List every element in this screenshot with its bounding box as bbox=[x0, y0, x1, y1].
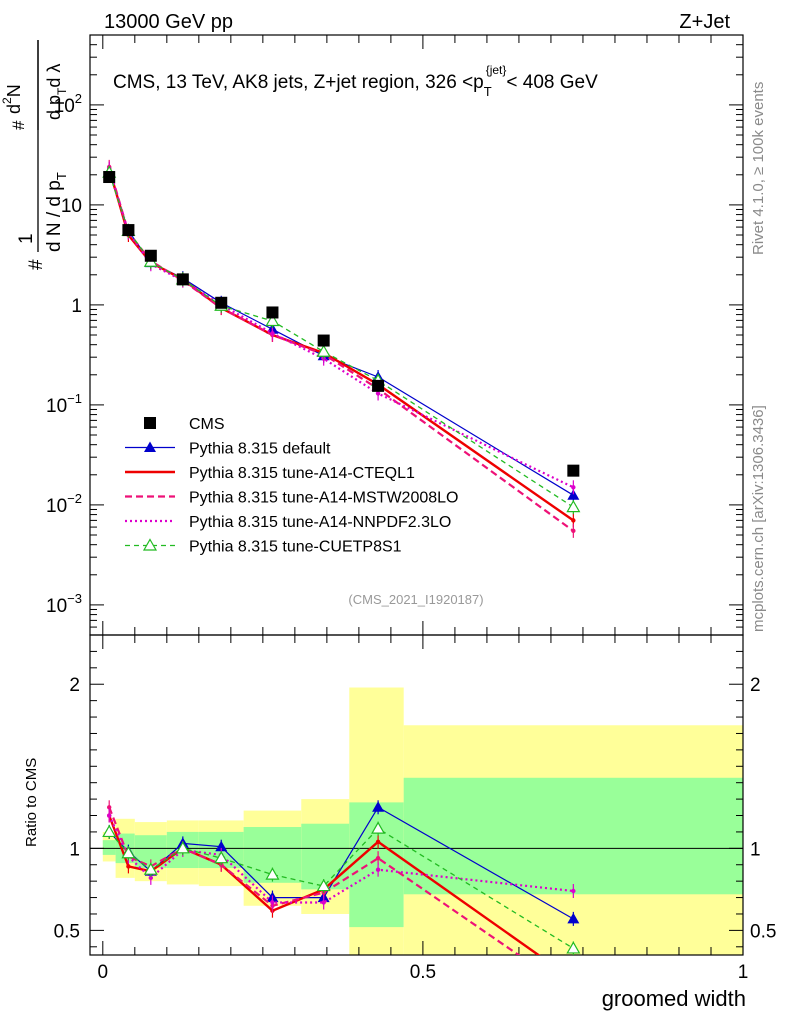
ratio-bands bbox=[102, 687, 743, 955]
legend: CMS Pythia 8.315 default Pythia 8.315 tune… bbox=[125, 416, 458, 556]
band-green bbox=[349, 802, 404, 928]
marker-dot bbox=[107, 805, 112, 810]
x-tick-label: 1 bbox=[738, 962, 749, 983]
plot-border bbox=[89, 34, 744, 636]
marker-dot bbox=[571, 528, 576, 534]
y-tick-label-main: 10−1 bbox=[46, 391, 82, 417]
ratio-plot-frame: 0.5 0.51 12 20 0.5 1 bbox=[54, 634, 776, 983]
legend-label-cms: CMS bbox=[189, 416, 225, 433]
x-tick-label: 0 bbox=[98, 962, 109, 983]
svg-text:d pTd λ: d pTd λ bbox=[44, 64, 69, 120]
marker-open-triangle bbox=[121, 846, 136, 859]
y-tick-label-main: 10 bbox=[61, 196, 82, 217]
marker-triangle bbox=[215, 840, 228, 852]
marker-open-triangle bbox=[316, 878, 331, 892]
band-green bbox=[301, 823, 350, 890]
y-tick-label-ratio-right: 2 bbox=[750, 675, 761, 696]
marker-dot bbox=[375, 855, 381, 861]
cms-data-point bbox=[144, 249, 157, 262]
main-series bbox=[102, 159, 581, 538]
marker-open-triangle bbox=[175, 841, 190, 854]
marker-open-triangle bbox=[143, 862, 158, 875]
ratio-series bbox=[102, 800, 581, 955]
cms-data-point bbox=[176, 273, 189, 286]
series-line-nnpdf bbox=[108, 815, 574, 904]
legend-label-nnpdf: Pythia 8.315 tune-A14-NNPDF2.3LO bbox=[189, 514, 451, 531]
cms-data-point bbox=[317, 334, 330, 347]
svg-text:#: # bbox=[26, 259, 47, 270]
marker-dot bbox=[321, 900, 326, 905]
marker-open-triangle bbox=[316, 344, 331, 357]
x-axis-label: groomed width bbox=[602, 986, 746, 1011]
marker-triangle bbox=[372, 801, 385, 812]
series-line-nnpdf bbox=[108, 168, 574, 489]
header-right: Z+Jet bbox=[679, 11, 730, 33]
band-green bbox=[403, 777, 743, 895]
marker-open-triangle bbox=[566, 499, 581, 513]
y-axis-label-ratio: Ratio to CMS bbox=[23, 758, 40, 847]
band-green bbox=[102, 840, 116, 855]
y-axis-label-main: # 1 d N / d pT # d2N d pTd λ bbox=[0, 40, 69, 270]
marker-open-triangle bbox=[265, 867, 280, 880]
mcplots-label: mcplots.cern.ch [arXiv:1306.3436] bbox=[750, 405, 767, 632]
marker-dot bbox=[148, 875, 154, 881]
legend-label-default: Pythia 8.315 default bbox=[189, 441, 331, 458]
marker-dot bbox=[571, 518, 576, 523]
marker-dot bbox=[126, 864, 131, 869]
marker-open-triangle bbox=[142, 538, 158, 551]
marker-open-triangle bbox=[566, 941, 581, 954]
marker-dot bbox=[571, 888, 576, 894]
series-line-default bbox=[108, 172, 574, 496]
cms-data-point bbox=[215, 296, 228, 309]
svg-text:d N / d pT: d N / d pT bbox=[44, 172, 69, 252]
marker-open-triangle bbox=[371, 821, 386, 834]
legend-marker-cms bbox=[144, 417, 156, 429]
y-tick-label-ratio: 0.5 bbox=[54, 921, 80, 942]
marker-triangle bbox=[144, 441, 156, 452]
y-tick-label-main: 10−3 bbox=[46, 591, 82, 617]
marker-dot bbox=[375, 839, 381, 844]
plot-border bbox=[89, 634, 744, 956]
series-line-cuetp8s1 bbox=[108, 827, 574, 949]
chart-title: CMS, 13 TeV, AK8 jets, Z+jet region, 326… bbox=[113, 63, 598, 99]
cms-data-point bbox=[122, 224, 135, 237]
y-tick-label-main: 10−2 bbox=[46, 491, 82, 517]
marker-open-triangle bbox=[214, 850, 229, 864]
x-tick-label: 0.5 bbox=[410, 962, 436, 983]
legend-label-cteql1: Pythia 8.315 tune-A14-CTEQL1 bbox=[189, 465, 415, 482]
marker-dot bbox=[375, 391, 381, 396]
series-line-cuetp8s1 bbox=[108, 172, 574, 508]
marker-dot bbox=[270, 900, 275, 905]
marker-dot bbox=[571, 485, 576, 490]
marker-open-triangle bbox=[265, 313, 280, 327]
rivet-label: Rivet 4.1.0, ≥ 100k events bbox=[750, 82, 767, 255]
y-tick-label-ratio: 2 bbox=[69, 675, 80, 696]
cms-data-point bbox=[372, 379, 385, 392]
ratio-series-clip bbox=[102, 800, 581, 955]
y-tick-label-main: 102 bbox=[54, 91, 82, 117]
svg-text:1: 1 bbox=[16, 233, 37, 244]
marker-open-triangle bbox=[102, 824, 117, 838]
marker-triangle bbox=[567, 489, 580, 500]
header-left: 13000 GeV pp bbox=[104, 11, 233, 33]
marker-dot bbox=[270, 331, 275, 336]
cms-data-point bbox=[103, 171, 116, 184]
cms-data-point bbox=[266, 306, 279, 319]
marker-triangle bbox=[567, 912, 580, 924]
marker-dot bbox=[107, 813, 112, 818]
marker-dot bbox=[375, 867, 381, 872]
legend-label-cuetp8s1: Pythia 8.315 tune-CUETP8S1 bbox=[189, 539, 402, 556]
main-series-clip bbox=[102, 159, 581, 538]
y-tick-label-main: 1 bbox=[71, 296, 82, 317]
y-tick-label-ratio-right: 1 bbox=[750, 839, 761, 860]
y-tick-label-ratio: 1 bbox=[69, 839, 80, 860]
y-tick-label-ratio-right: 0.5 bbox=[750, 921, 776, 942]
svg-text:d2N: d2N bbox=[0, 84, 24, 114]
cms-data-point bbox=[567, 464, 580, 477]
legend-label-mstw: Pythia 8.315 tune-A14-MSTW2008LO bbox=[189, 490, 458, 507]
svg-text:#: # bbox=[9, 120, 28, 130]
analysis-watermark: (CMS_2021_I1920187) bbox=[348, 592, 483, 607]
